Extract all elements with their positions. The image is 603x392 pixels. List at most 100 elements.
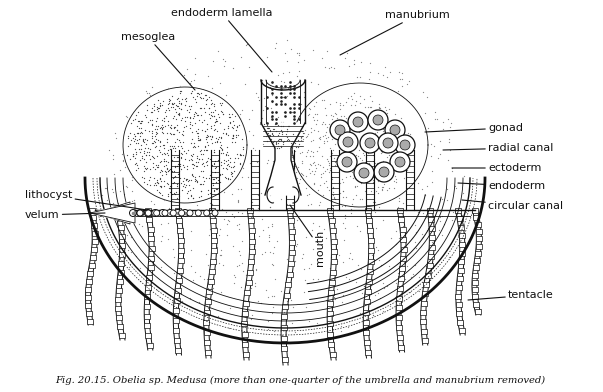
Bar <box>286 272 292 277</box>
Bar <box>456 311 463 316</box>
Bar <box>90 216 96 220</box>
Bar <box>420 310 426 315</box>
Bar <box>399 217 405 222</box>
Bar <box>288 261 294 266</box>
Circle shape <box>378 133 398 153</box>
Bar <box>115 306 121 311</box>
Bar <box>173 327 179 332</box>
Circle shape <box>343 137 353 147</box>
Bar <box>420 319 426 324</box>
Bar <box>421 338 428 343</box>
Circle shape <box>395 135 415 155</box>
Circle shape <box>330 120 350 140</box>
Bar <box>475 251 481 256</box>
Circle shape <box>145 210 151 216</box>
Bar <box>148 256 154 261</box>
Bar <box>174 338 180 343</box>
Bar <box>116 279 122 284</box>
Bar <box>476 229 482 234</box>
Bar <box>247 270 253 274</box>
Bar <box>282 357 288 362</box>
Bar <box>327 301 333 306</box>
Bar <box>285 282 291 287</box>
Bar <box>211 248 217 253</box>
Bar <box>363 320 369 325</box>
Bar <box>365 350 371 356</box>
Bar <box>330 352 336 358</box>
Bar <box>281 347 287 352</box>
Bar <box>144 323 150 328</box>
Circle shape <box>338 132 358 152</box>
Bar <box>396 315 402 320</box>
Bar <box>204 340 210 345</box>
Bar <box>90 255 96 260</box>
Bar <box>281 314 287 319</box>
Bar <box>289 240 295 245</box>
Bar <box>330 228 336 233</box>
Bar <box>455 294 461 299</box>
Bar <box>458 225 464 230</box>
Bar <box>396 325 402 330</box>
Bar <box>89 207 95 212</box>
Text: lithocyst: lithocyst <box>25 190 147 210</box>
Bar <box>456 276 463 281</box>
Circle shape <box>144 209 151 216</box>
Bar <box>205 299 211 304</box>
Bar <box>177 267 183 272</box>
Circle shape <box>204 210 210 216</box>
Circle shape <box>130 209 136 216</box>
Bar <box>118 225 124 230</box>
Bar <box>396 296 402 301</box>
Bar <box>331 249 337 254</box>
Circle shape <box>182 209 189 216</box>
Bar <box>280 336 286 341</box>
Circle shape <box>374 162 394 182</box>
Bar <box>459 242 466 247</box>
Bar <box>327 321 333 326</box>
Polygon shape <box>261 123 305 195</box>
Bar <box>119 333 125 338</box>
Circle shape <box>337 152 357 172</box>
Bar <box>289 250 295 255</box>
Bar <box>117 324 123 329</box>
Bar <box>459 233 465 238</box>
Bar <box>283 293 289 298</box>
Circle shape <box>212 210 218 216</box>
Bar <box>427 207 433 212</box>
Bar <box>174 298 180 303</box>
Bar <box>364 340 370 345</box>
Bar <box>289 229 295 234</box>
Bar <box>176 278 182 283</box>
Bar <box>211 238 217 243</box>
Bar <box>423 282 429 287</box>
Bar <box>472 287 478 292</box>
Bar <box>400 256 406 261</box>
Bar <box>282 304 288 309</box>
Bar <box>249 239 255 243</box>
Bar <box>148 265 154 270</box>
Text: velum: velum <box>25 210 105 220</box>
Bar <box>474 258 480 263</box>
Bar <box>330 239 336 243</box>
Bar <box>247 207 253 212</box>
Circle shape <box>365 138 375 148</box>
Polygon shape <box>85 178 485 343</box>
Bar <box>118 270 124 275</box>
Bar <box>144 294 150 299</box>
Bar <box>473 301 479 307</box>
Circle shape <box>379 167 389 177</box>
Bar <box>328 290 334 295</box>
Bar <box>459 328 465 333</box>
Circle shape <box>368 110 388 130</box>
Bar <box>473 215 479 220</box>
Bar <box>116 315 122 320</box>
Bar <box>207 279 213 284</box>
Circle shape <box>178 210 185 216</box>
Bar <box>211 228 217 233</box>
Bar <box>400 237 406 242</box>
Bar <box>248 259 254 264</box>
Bar <box>91 247 97 252</box>
Circle shape <box>187 210 193 216</box>
Bar <box>148 246 154 251</box>
Bar <box>175 287 180 292</box>
